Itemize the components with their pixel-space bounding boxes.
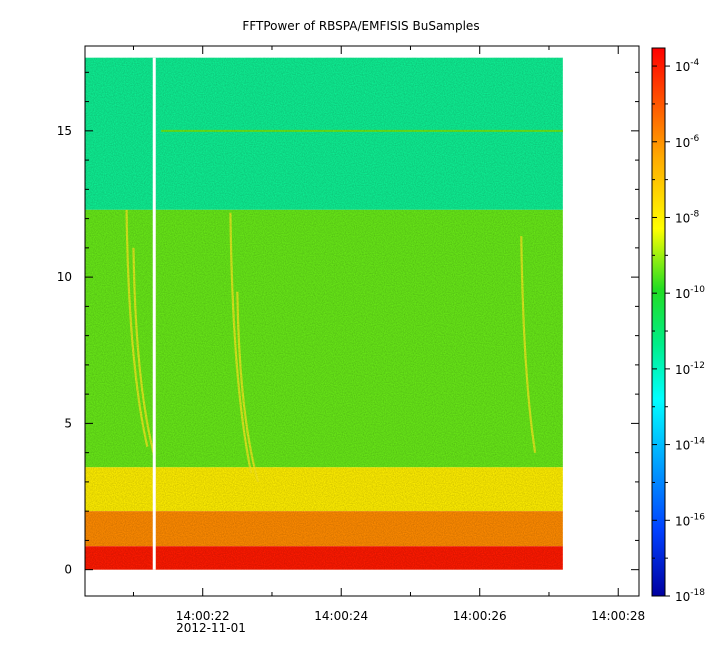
y-tick-label: 5	[64, 416, 72, 430]
colorbar-tick-label: 10-16	[675, 512, 705, 528]
power-band	[85, 546, 563, 570]
colorbar	[651, 47, 666, 597]
power-band	[85, 209, 563, 468]
colorbar-tick-label: 10-18	[675, 588, 705, 604]
chorus-burst	[520, 236, 537, 453]
colorbar-tick-label: 10-12	[675, 361, 705, 377]
colorbar-tick-label: 10-4	[675, 58, 700, 74]
spectrogram-image	[85, 57, 563, 570]
y-tick-label: 10	[57, 270, 72, 284]
chorus-burst	[125, 209, 149, 448]
chart-title: FFTPower of RBSPA/EMFISIS BuSamples	[242, 19, 479, 33]
colorbar-tick-label: 10-10	[675, 285, 705, 301]
chorus-burst	[229, 212, 253, 474]
chorus-burst	[132, 247, 156, 456]
x-tick-label: 14:00:26	[453, 609, 507, 623]
x-tick-label: 14:00:28	[591, 609, 645, 623]
data-gap	[152, 57, 156, 570]
power-band	[85, 57, 563, 210]
power-band	[85, 511, 563, 547]
x-tick-label: 14:00:24	[314, 609, 368, 623]
x-axis: 14:00:22 14:00:24 14:00:26 14:00:28	[132, 46, 645, 623]
colorbar-axis: 10-4 10-6 10-8 10-10 10-12 10-14 10-16 10-18	[652, 58, 705, 604]
colorbar-tick-label: 10-8	[675, 209, 700, 225]
power-band	[85, 467, 563, 512]
colorbar-tick-label: 10-14	[675, 437, 705, 453]
y-tick-label: 15	[57, 124, 72, 138]
y-axis: 0 5 10 15	[57, 71, 639, 577]
y-tick-label: 0	[64, 563, 72, 577]
x-date-label: 2012-11-01	[176, 621, 246, 635]
colorbar-tick-label: 10-6	[675, 134, 700, 150]
chorus-burst	[236, 291, 260, 483]
plot-frame	[84, 45, 640, 597]
x-tick-label: 14:00:22	[176, 609, 230, 623]
